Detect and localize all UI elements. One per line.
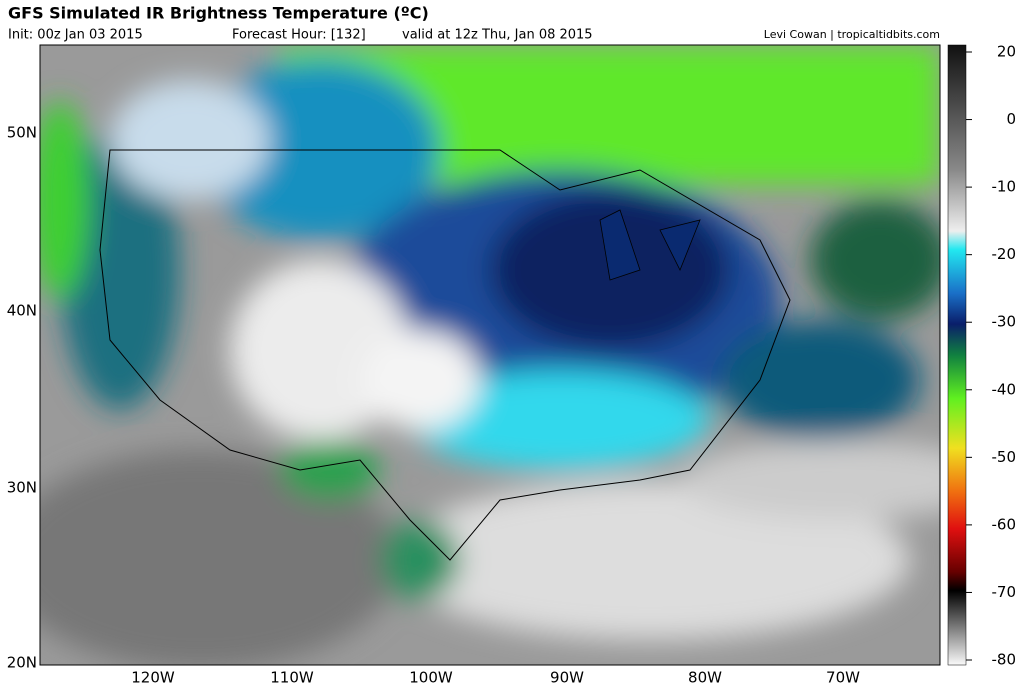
longitude-label: 90W [550, 669, 584, 687]
forecast-hour: Forecast Hour: [132] [232, 28, 366, 43]
colorbar-label: 20 [997, 43, 1016, 61]
latitude-label: 20N [7, 654, 37, 672]
init-time: Init: 00z Jan 03 2015 [8, 28, 143, 43]
longitude-label: 70W [826, 669, 860, 687]
latitude-label: 50N [7, 124, 37, 142]
valid-time: valid at 12z Thu, Jan 08 2015 [402, 28, 593, 43]
map-frame [39, 44, 941, 666]
map [40, 45, 940, 665]
colorbar-label: -20 [992, 245, 1017, 263]
longitude-label: 80W [688, 669, 722, 687]
longitude-label: 100W [409, 669, 453, 687]
latitude-label: 40N [7, 302, 37, 320]
colorbar-label: -80 [992, 651, 1017, 669]
longitude-label: 110W [270, 669, 314, 687]
latitude-label: 30N [7, 479, 37, 497]
longitude-label: 120W [131, 669, 175, 687]
credit: Levi Cowan | tropicaltidbits.com [764, 28, 940, 41]
colorbar-label: -40 [992, 380, 1017, 398]
colorbar [947, 44, 967, 666]
colorbar-label: -50 [992, 448, 1017, 466]
colorbar-label: -60 [992, 515, 1017, 533]
title: GFS Simulated IR Brightness Temperature … [8, 4, 429, 23]
colorbar-label: -30 [992, 313, 1017, 331]
colorbar-label: -70 [992, 583, 1017, 601]
colorbar-label: 0 [1006, 110, 1016, 128]
colorbar-label: -10 [992, 178, 1017, 196]
